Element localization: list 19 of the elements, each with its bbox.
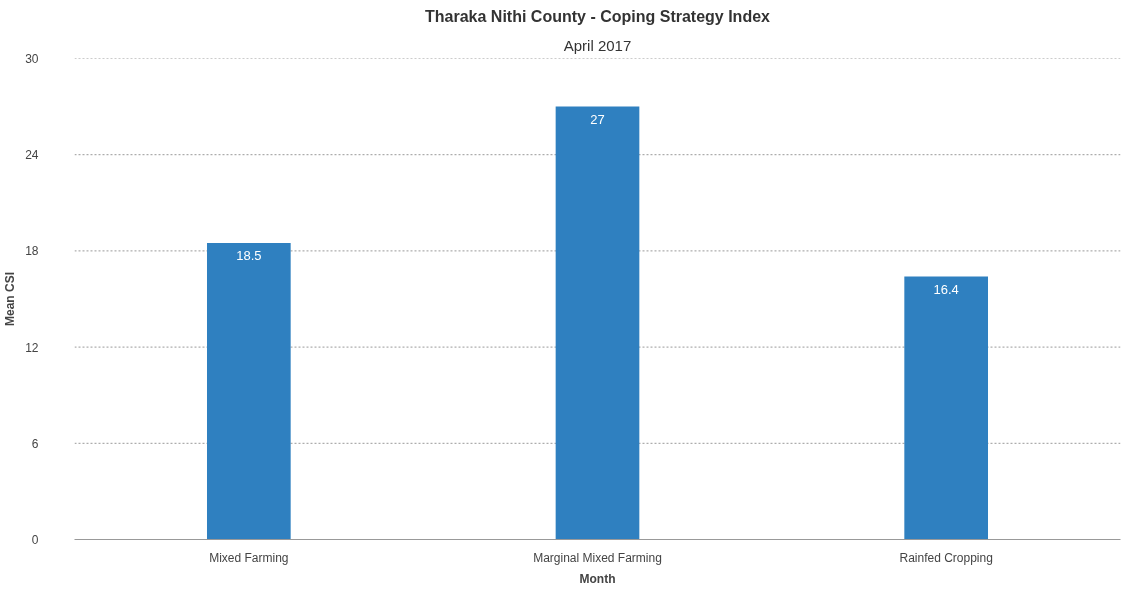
y-tick-label: 0 xyxy=(31,533,39,547)
data-label: 16.4 xyxy=(933,281,959,297)
bar xyxy=(206,242,291,540)
y-tick-label: 6 xyxy=(31,436,39,451)
bar xyxy=(555,106,640,540)
chart-title: Tharaka Nithi County - Coping Strategy Index xyxy=(425,7,771,25)
chart-subtitle: April 2017 xyxy=(563,36,632,54)
y-tick-label: 24 xyxy=(25,148,39,163)
x-tick-label: Mixed Farming xyxy=(209,550,289,565)
data-label: 27 xyxy=(590,111,605,127)
y-tick-label: 18 xyxy=(25,244,39,259)
data-label: 18.5 xyxy=(236,247,262,263)
x-tick-label: Marginal Mixed Farming xyxy=(533,550,662,565)
y-axis-title: Mean CSI xyxy=(3,271,18,327)
x-axis-title: Month xyxy=(579,571,616,586)
x-tick-label: Rainfed Cropping xyxy=(899,550,993,565)
bar xyxy=(904,276,989,540)
y-tick-label: 30 xyxy=(25,52,39,66)
y-tick-label: 12 xyxy=(25,340,39,355)
